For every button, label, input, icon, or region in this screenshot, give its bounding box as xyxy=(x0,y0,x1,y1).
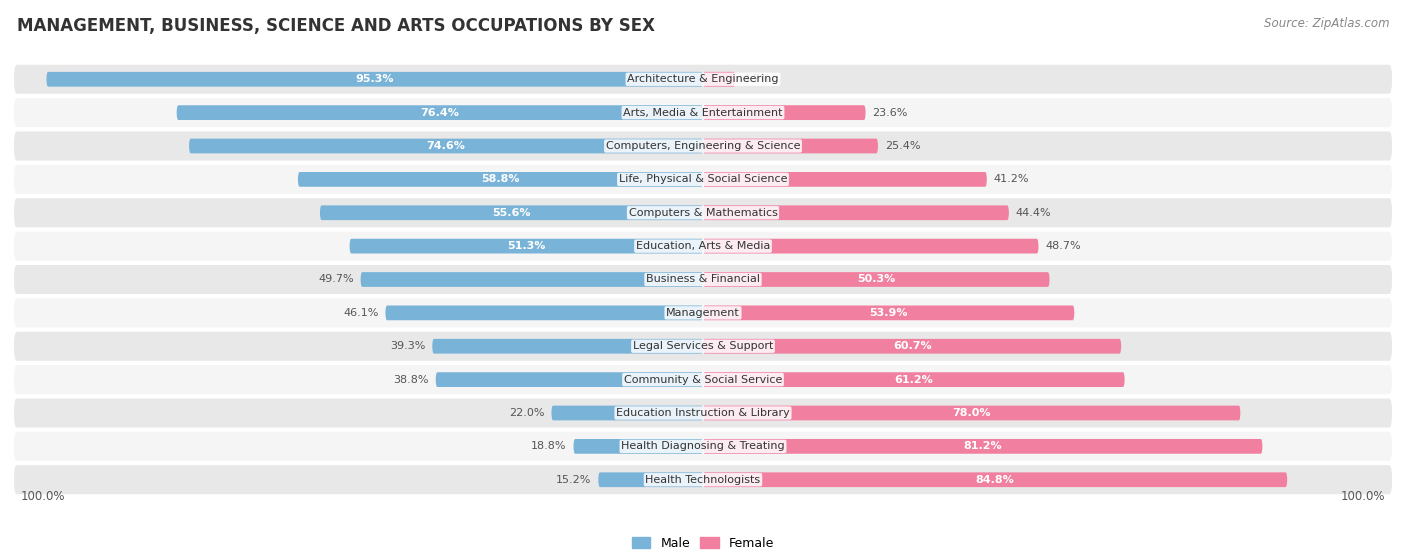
FancyBboxPatch shape xyxy=(703,139,877,153)
Text: MANAGEMENT, BUSINESS, SCIENCE AND ARTS OCCUPATIONS BY SEX: MANAGEMENT, BUSINESS, SCIENCE AND ARTS O… xyxy=(17,17,655,35)
Text: 78.0%: 78.0% xyxy=(952,408,991,418)
Text: Education Instruction & Library: Education Instruction & Library xyxy=(616,408,790,418)
FancyBboxPatch shape xyxy=(14,399,1392,428)
Text: 76.4%: 76.4% xyxy=(420,108,460,117)
FancyBboxPatch shape xyxy=(177,105,703,120)
FancyBboxPatch shape xyxy=(14,231,1392,260)
Text: Computers & Mathematics: Computers & Mathematics xyxy=(628,208,778,218)
Text: 22.0%: 22.0% xyxy=(509,408,544,418)
Text: 41.2%: 41.2% xyxy=(994,174,1029,184)
Text: 46.1%: 46.1% xyxy=(343,308,378,318)
FancyBboxPatch shape xyxy=(599,472,703,487)
FancyBboxPatch shape xyxy=(432,339,703,354)
Text: Health Technologists: Health Technologists xyxy=(645,475,761,485)
Text: 55.6%: 55.6% xyxy=(492,208,530,218)
Text: 38.8%: 38.8% xyxy=(394,375,429,385)
FancyBboxPatch shape xyxy=(703,306,1074,320)
Text: Source: ZipAtlas.com: Source: ZipAtlas.com xyxy=(1264,17,1389,30)
FancyBboxPatch shape xyxy=(703,105,866,120)
Text: Management: Management xyxy=(666,308,740,318)
Text: 58.8%: 58.8% xyxy=(481,174,520,184)
FancyBboxPatch shape xyxy=(703,239,1039,253)
FancyBboxPatch shape xyxy=(703,339,1121,354)
Text: 95.3%: 95.3% xyxy=(356,74,394,84)
Text: Architecture & Engineering: Architecture & Engineering xyxy=(627,74,779,84)
Text: 15.2%: 15.2% xyxy=(555,475,592,485)
Text: Life, Physical & Social Science: Life, Physical & Social Science xyxy=(619,174,787,184)
FancyBboxPatch shape xyxy=(703,372,1125,387)
Text: 25.4%: 25.4% xyxy=(884,141,921,151)
FancyBboxPatch shape xyxy=(350,239,703,253)
FancyBboxPatch shape xyxy=(703,72,735,87)
FancyBboxPatch shape xyxy=(14,131,1392,160)
FancyBboxPatch shape xyxy=(385,306,703,320)
Text: Arts, Media & Entertainment: Arts, Media & Entertainment xyxy=(623,108,783,117)
Text: Education, Arts & Media: Education, Arts & Media xyxy=(636,241,770,251)
Text: 23.6%: 23.6% xyxy=(873,108,908,117)
FancyBboxPatch shape xyxy=(436,372,703,387)
Text: 44.4%: 44.4% xyxy=(1015,208,1052,218)
FancyBboxPatch shape xyxy=(321,205,703,220)
Text: 100.0%: 100.0% xyxy=(21,490,66,503)
Legend: Male, Female: Male, Female xyxy=(627,532,779,555)
FancyBboxPatch shape xyxy=(298,172,703,187)
Text: 4.7%: 4.7% xyxy=(742,74,770,84)
Text: 100.0%: 100.0% xyxy=(1340,490,1385,503)
Text: Computers, Engineering & Science: Computers, Engineering & Science xyxy=(606,141,800,151)
FancyBboxPatch shape xyxy=(360,272,703,287)
FancyBboxPatch shape xyxy=(703,439,1263,454)
FancyBboxPatch shape xyxy=(574,439,703,454)
FancyBboxPatch shape xyxy=(703,406,1240,420)
FancyBboxPatch shape xyxy=(14,365,1392,394)
Text: 50.3%: 50.3% xyxy=(858,274,896,285)
Text: 60.7%: 60.7% xyxy=(893,341,931,351)
FancyBboxPatch shape xyxy=(703,272,1049,287)
Text: 49.7%: 49.7% xyxy=(318,274,354,285)
FancyBboxPatch shape xyxy=(14,65,1392,94)
FancyBboxPatch shape xyxy=(14,165,1392,194)
Text: 51.3%: 51.3% xyxy=(508,241,546,251)
Text: 18.8%: 18.8% xyxy=(531,442,567,451)
Text: 48.7%: 48.7% xyxy=(1046,241,1081,251)
FancyBboxPatch shape xyxy=(14,331,1392,361)
Text: 61.2%: 61.2% xyxy=(894,375,934,385)
Text: Business & Financial: Business & Financial xyxy=(645,274,761,285)
FancyBboxPatch shape xyxy=(14,299,1392,328)
FancyBboxPatch shape xyxy=(14,465,1392,494)
FancyBboxPatch shape xyxy=(14,198,1392,228)
Text: Health Diagnosing & Treating: Health Diagnosing & Treating xyxy=(621,442,785,451)
Text: Community & Social Service: Community & Social Service xyxy=(624,375,782,385)
Text: 81.2%: 81.2% xyxy=(963,442,1002,451)
FancyBboxPatch shape xyxy=(14,265,1392,294)
FancyBboxPatch shape xyxy=(703,205,1010,220)
FancyBboxPatch shape xyxy=(188,139,703,153)
Text: 53.9%: 53.9% xyxy=(869,308,908,318)
Text: 39.3%: 39.3% xyxy=(389,341,426,351)
FancyBboxPatch shape xyxy=(14,98,1392,127)
Text: 84.8%: 84.8% xyxy=(976,475,1015,485)
FancyBboxPatch shape xyxy=(46,72,703,87)
FancyBboxPatch shape xyxy=(14,432,1392,461)
FancyBboxPatch shape xyxy=(703,472,1288,487)
Text: Legal Services & Support: Legal Services & Support xyxy=(633,341,773,351)
FancyBboxPatch shape xyxy=(703,172,987,187)
FancyBboxPatch shape xyxy=(551,406,703,420)
Text: 74.6%: 74.6% xyxy=(426,141,465,151)
